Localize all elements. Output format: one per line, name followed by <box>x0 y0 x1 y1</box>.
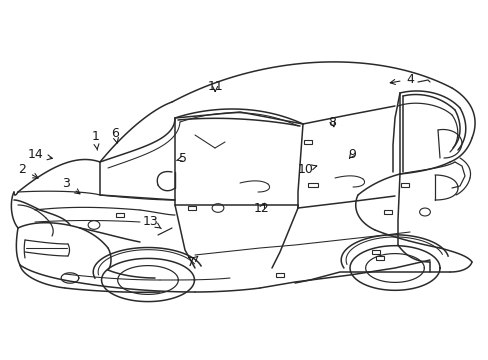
Text: 8: 8 <box>328 116 336 129</box>
Text: 2: 2 <box>18 163 38 178</box>
Bar <box>115 213 124 217</box>
Text: 13: 13 <box>142 215 161 229</box>
Text: 3: 3 <box>62 177 80 194</box>
Bar <box>187 206 196 210</box>
Text: 5: 5 <box>176 152 187 165</box>
Bar <box>383 210 391 214</box>
Bar <box>375 256 383 260</box>
Text: 4: 4 <box>389 73 414 86</box>
Bar <box>400 183 408 187</box>
Text: 1: 1 <box>91 130 99 150</box>
Bar <box>371 250 379 254</box>
Text: 14: 14 <box>27 148 52 161</box>
Text: 9: 9 <box>347 148 355 161</box>
Text: 6: 6 <box>111 127 119 143</box>
Text: 12: 12 <box>253 202 269 215</box>
Bar <box>307 183 317 187</box>
Text: 11: 11 <box>207 80 223 93</box>
Text: 10: 10 <box>297 163 316 176</box>
Bar <box>304 140 311 144</box>
Bar <box>276 273 284 277</box>
Text: 7: 7 <box>186 256 197 269</box>
